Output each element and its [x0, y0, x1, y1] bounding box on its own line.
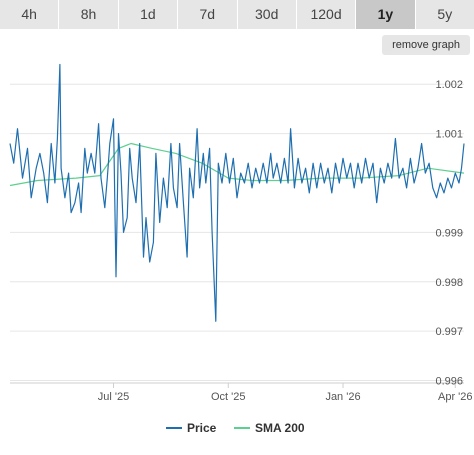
- tab-8h[interactable]: 8h: [59, 0, 119, 29]
- x-axis: Jul '25 Oct '25 Jan '26 Apr '26: [10, 382, 473, 403]
- tab-4h[interactable]: 4h: [0, 0, 60, 29]
- x-tick-label: Jul '25: [98, 391, 129, 403]
- tab-1d[interactable]: 1d: [118, 0, 179, 29]
- tab-120d[interactable]: 120d: [296, 0, 357, 29]
- remove-graph-button[interactable]: remove graph: [382, 35, 470, 55]
- x-tick-label: Oct '25: [211, 391, 246, 403]
- tab-30d[interactable]: 30d: [237, 0, 297, 29]
- y-tick-label: 0.996: [435, 376, 463, 388]
- legend-label[interactable]: Price: [187, 421, 217, 435]
- y-axis: 1.002 1.001 0.999 0.998 0.997 0.996: [435, 79, 463, 387]
- timeframe-tabs: 4h 8h 1d 7d 30d 120d 1y 5y: [0, 0, 474, 30]
- grid: [10, 83, 464, 382]
- y-tick-label: 0.998: [435, 277, 463, 289]
- tab-5y[interactable]: 5y: [415, 0, 474, 29]
- y-tick-label: 0.997: [435, 326, 463, 338]
- series-line-price: [9, 63, 465, 322]
- series-layer: [9, 63, 465, 322]
- legend: Price SMA 200: [166, 421, 305, 435]
- y-tick-label: 1.001: [435, 129, 463, 141]
- y-tick-label: 1.002: [435, 79, 463, 91]
- tab-7d[interactable]: 7d: [178, 0, 238, 29]
- legend-label[interactable]: SMA 200: [255, 421, 305, 435]
- y-tick-label: 0.999: [435, 227, 463, 239]
- x-tick-label: Apr '26: [438, 391, 473, 403]
- x-tick-label: Jan '26: [325, 391, 360, 403]
- tab-1y[interactable]: 1y: [356, 0, 416, 29]
